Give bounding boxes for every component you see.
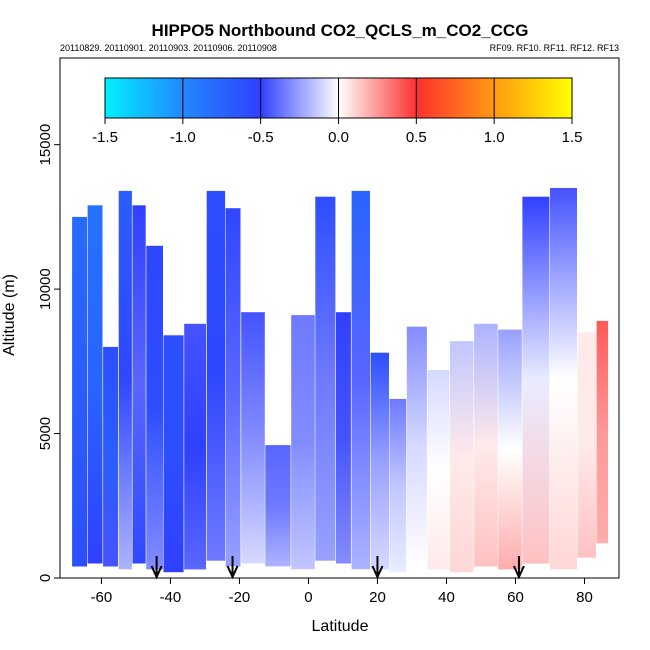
y-tick-label: 15000 [37, 124, 54, 166]
profile-column [184, 323, 206, 570]
profile-column [103, 346, 118, 567]
profile-column [315, 196, 336, 561]
profile-column [132, 205, 146, 564]
flight-arrow-head [371, 565, 384, 580]
profile-column [596, 320, 609, 544]
profile-column [241, 312, 265, 564]
chart-subtitle-left: 20110829. 20110901. 20110903. 20110906. … [60, 43, 277, 53]
profile-column [522, 196, 550, 564]
profile-column [389, 398, 407, 573]
colorbar-tick-label: 1.0 [484, 129, 505, 146]
flight-arrow-head [226, 565, 239, 580]
x-tick-label: 0 [304, 589, 312, 606]
profile-column [427, 370, 450, 570]
colorbar: -1.5 -1.0 -0.5 0.0 0.5 1.0 1.5 [92, 77, 583, 146]
profile-column [336, 312, 351, 564]
profile-column [291, 315, 315, 570]
profile-column [370, 352, 389, 570]
profile-column [474, 323, 498, 567]
profile-column [498, 329, 522, 570]
colorbar-tick-label: 0.5 [406, 129, 427, 146]
axes: -60 -40 -20 0 20 40 60 80 0 5000 10000 15000 [37, 57, 620, 606]
x-tick-label: -60 [91, 589, 113, 606]
profile-column [351, 190, 370, 570]
plot-frame [59, 57, 620, 579]
x-tick-label: 80 [576, 589, 593, 606]
profile-column [146, 245, 163, 570]
flight-arrow-head [513, 565, 525, 580]
profile-column [265, 445, 291, 567]
profile-column [225, 208, 241, 567]
profile-column [449, 341, 474, 573]
x-tick-label: -40 [160, 589, 182, 606]
chart-subtitle-right: RF09. RF10. RF11. RF12. RF13 [490, 43, 619, 53]
y-tick-label: 0 [37, 574, 54, 582]
y-axis-label: Altitude (m) [1, 274, 18, 356]
colorbar-tick-label: -0.5 [248, 129, 274, 146]
chart-title: HIPPO5 Northbound CO2_QCLS_m_CO2_CCG [152, 21, 529, 40]
colorbar-tick-label: 1.5 [562, 129, 583, 146]
x-tick-label: 20 [369, 589, 386, 606]
profile-column [550, 188, 577, 570]
x-axis-label: Latitude [312, 618, 369, 635]
colorbar-tick-label: -1.0 [170, 129, 196, 146]
x-tick-label: 40 [438, 589, 455, 606]
x-tick-label: 60 [507, 589, 524, 606]
x-tick-label: -20 [229, 589, 251, 606]
profile-column [118, 190, 132, 570]
flight-arrow-head [150, 565, 163, 580]
y-tick-label: 5000 [37, 417, 54, 450]
profile-column [72, 216, 87, 567]
plot-area [72, 188, 609, 580]
colorbar-tick-label: -1.5 [92, 129, 118, 146]
profile-column [206, 190, 226, 561]
profile-column [87, 205, 103, 564]
profile-column [163, 335, 184, 573]
profile-column [406, 326, 427, 567]
y-tick-label: 10000 [37, 268, 54, 310]
colorbar-tick-label: 0.0 [328, 129, 349, 146]
profile-column [577, 332, 596, 558]
